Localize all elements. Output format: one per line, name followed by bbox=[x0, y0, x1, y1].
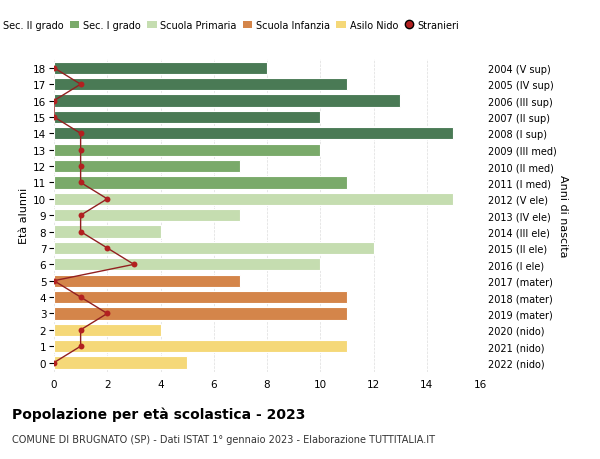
Point bbox=[76, 179, 85, 187]
Bar bbox=[54, 242, 373, 255]
Text: COMUNE DI BRUGNATO (SP) - Dati ISTAT 1° gennaio 2023 - Elaborazione TUTTITALIA.I: COMUNE DI BRUGNATO (SP) - Dati ISTAT 1° … bbox=[12, 434, 435, 444]
Bar bbox=[54, 226, 161, 238]
Bar bbox=[54, 275, 241, 287]
Point bbox=[49, 98, 59, 105]
Y-axis label: Anni di nascita: Anni di nascita bbox=[557, 174, 568, 257]
Point bbox=[76, 130, 85, 138]
Bar bbox=[54, 210, 241, 222]
Point bbox=[129, 261, 139, 269]
Point bbox=[76, 326, 85, 334]
Point bbox=[49, 65, 59, 73]
Point bbox=[49, 359, 59, 366]
Bar bbox=[54, 340, 347, 353]
Bar bbox=[54, 193, 454, 206]
Bar bbox=[54, 144, 320, 157]
Point bbox=[76, 147, 85, 154]
Bar bbox=[54, 62, 267, 75]
Bar bbox=[54, 95, 400, 107]
Point bbox=[76, 343, 85, 350]
Bar bbox=[54, 308, 347, 320]
Point bbox=[103, 310, 112, 318]
Bar bbox=[54, 324, 161, 336]
Bar bbox=[54, 177, 347, 189]
Point bbox=[76, 81, 85, 89]
Bar bbox=[54, 128, 454, 140]
Bar bbox=[54, 79, 347, 91]
Bar bbox=[54, 161, 241, 173]
Point bbox=[49, 114, 59, 121]
Bar bbox=[54, 357, 187, 369]
Point bbox=[103, 196, 112, 203]
Point bbox=[49, 277, 59, 285]
Point bbox=[76, 294, 85, 301]
Bar bbox=[54, 291, 347, 303]
Point bbox=[76, 212, 85, 219]
Bar bbox=[54, 258, 320, 271]
Y-axis label: Età alunni: Età alunni bbox=[19, 188, 29, 244]
Point bbox=[103, 245, 112, 252]
Point bbox=[76, 163, 85, 170]
Text: Popolazione per età scolastica - 2023: Popolazione per età scolastica - 2023 bbox=[12, 406, 305, 421]
Legend: Sec. II grado, Sec. I grado, Scuola Primaria, Scuola Infanzia, Asilo Nido, Stran: Sec. II grado, Sec. I grado, Scuola Prim… bbox=[0, 21, 459, 31]
Point bbox=[76, 229, 85, 236]
Bar bbox=[54, 112, 320, 124]
